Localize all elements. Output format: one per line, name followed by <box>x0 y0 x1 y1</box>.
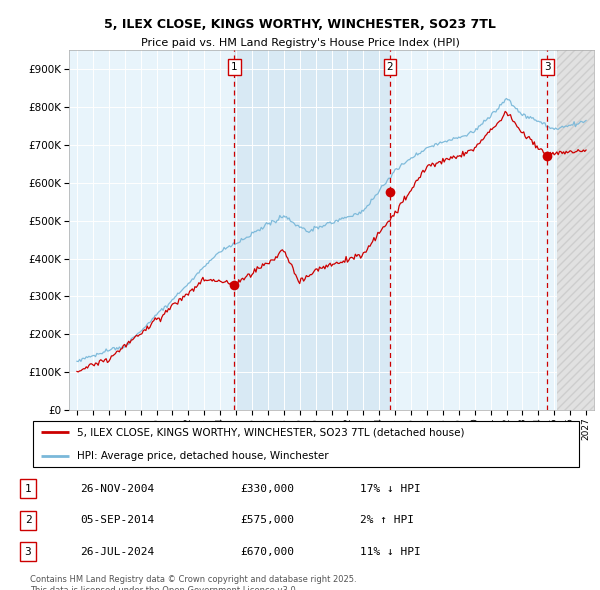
Text: 26-JUL-2024: 26-JUL-2024 <box>80 547 154 556</box>
Text: HPI: Average price, detached house, Winchester: HPI: Average price, detached house, Winc… <box>77 451 329 461</box>
Bar <box>235 50 390 410</box>
Text: 2% ↑ HPI: 2% ↑ HPI <box>360 515 414 525</box>
Text: 26-NOV-2004: 26-NOV-2004 <box>80 484 154 494</box>
FancyBboxPatch shape <box>33 421 579 467</box>
Text: 05-SEP-2014: 05-SEP-2014 <box>80 515 154 525</box>
Text: 2: 2 <box>25 515 31 525</box>
Text: 2: 2 <box>386 62 393 72</box>
Text: 5, ILEX CLOSE, KINGS WORTHY, WINCHESTER, SO23 7TL: 5, ILEX CLOSE, KINGS WORTHY, WINCHESTER,… <box>104 18 496 31</box>
Text: Contains HM Land Registry data © Crown copyright and database right 2025.
This d: Contains HM Land Registry data © Crown c… <box>30 575 356 590</box>
Text: 17% ↓ HPI: 17% ↓ HPI <box>360 484 421 494</box>
Bar <box>557 50 596 410</box>
Text: 5, ILEX CLOSE, KINGS WORTHY, WINCHESTER, SO23 7TL (detached house): 5, ILEX CLOSE, KINGS WORTHY, WINCHESTER,… <box>77 427 464 437</box>
Text: £670,000: £670,000 <box>240 547 294 556</box>
Text: 1: 1 <box>25 484 31 494</box>
Bar <box>557 50 596 410</box>
Text: 3: 3 <box>25 547 31 556</box>
Text: £575,000: £575,000 <box>240 515 294 525</box>
Text: 3: 3 <box>544 62 551 72</box>
Text: 1: 1 <box>231 62 238 72</box>
Text: £330,000: £330,000 <box>240 484 294 494</box>
Text: Price paid vs. HM Land Registry's House Price Index (HPI): Price paid vs. HM Land Registry's House … <box>140 38 460 48</box>
Text: 11% ↓ HPI: 11% ↓ HPI <box>360 547 421 556</box>
